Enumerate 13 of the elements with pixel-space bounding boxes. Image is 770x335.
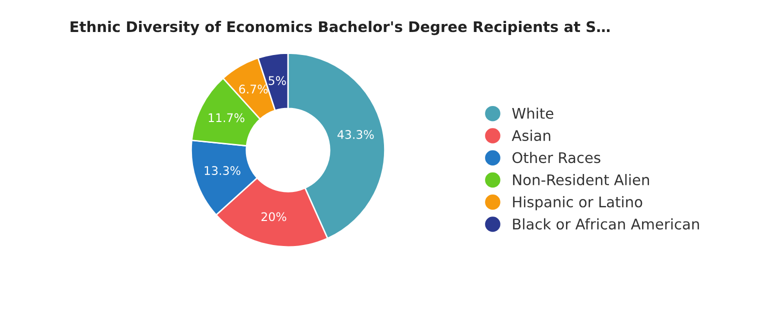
data-label: 20%	[262, 212, 286, 222]
data-label: 11.7%	[208, 113, 244, 122]
data-label: 6.7%	[239, 84, 268, 94]
legend-label: Hispanic or Latino	[513, 196, 642, 210]
legend-label: Other Races	[512, 152, 600, 164]
legend-label: Asian	[512, 130, 550, 142]
chart-title: Ethnic Diversity of Economics Bachelor's Degree Recipients at S…	[70, 20, 610, 36]
legend-label: White	[512, 108, 554, 119]
data-label: 13.3%	[204, 166, 240, 176]
legend-label: Black or African American	[513, 218, 699, 230]
data-label: 43.3%	[338, 130, 374, 139]
legend-label: Non-Resident Alien	[513, 174, 649, 186]
data-label: 5%	[268, 76, 286, 86]
